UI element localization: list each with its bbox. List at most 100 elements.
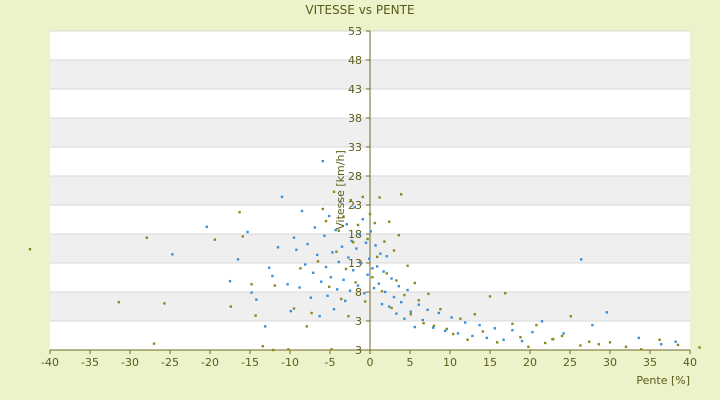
data-point [205, 225, 208, 229]
data-point [272, 348, 275, 352]
data-point [298, 286, 301, 289]
data-point [432, 326, 435, 329]
data-point [562, 332, 565, 335]
data-point [478, 323, 481, 327]
data-point [339, 200, 342, 204]
data-point [340, 245, 344, 248]
data-point [292, 236, 296, 239]
y-tick-label: 43 [348, 83, 362, 96]
data-point [152, 342, 156, 345]
data-point [403, 293, 406, 297]
data-point [313, 226, 316, 229]
data-point [456, 332, 460, 335]
data-point [336, 288, 339, 291]
data-point [145, 236, 148, 239]
data-point [358, 233, 361, 236]
data-point [385, 255, 388, 258]
y-tick-label: 28 [348, 170, 362, 183]
data-point [264, 325, 267, 328]
data-point [413, 281, 416, 285]
data-point [316, 260, 320, 263]
data-point [300, 209, 304, 213]
x-tick-label: -25 [161, 356, 179, 369]
x-tick-label: 5 [407, 356, 414, 369]
x-tick-label: 15 [483, 356, 497, 369]
data-point [286, 283, 289, 286]
data-point [485, 336, 488, 340]
data-point [527, 345, 530, 349]
data-point [250, 291, 253, 294]
data-point [380, 302, 384, 306]
y-tick-label: 33 [348, 141, 362, 154]
data-point [674, 340, 677, 343]
data-point [372, 286, 376, 290]
data-point [171, 253, 174, 256]
data-point [426, 308, 429, 312]
x-tick-label: -20 [201, 356, 219, 369]
data-point [361, 218, 364, 221]
data-point [397, 233, 400, 237]
data-point [368, 257, 371, 260]
data-point [287, 348, 290, 351]
data-point [292, 307, 296, 310]
data-point [371, 267, 374, 270]
data-point [637, 336, 640, 340]
data-point [464, 321, 467, 324]
data-point [493, 327, 496, 330]
data-point [658, 338, 661, 341]
y-tick-label: 3 [355, 344, 362, 357]
data-point [324, 265, 328, 269]
data-point [355, 247, 358, 250]
data-point [473, 313, 476, 316]
data-point [356, 284, 360, 287]
x-tick-label: -35 [81, 356, 99, 369]
data-point [488, 295, 492, 298]
data-point [295, 248, 298, 252]
x-tick-label: 20 [523, 356, 537, 369]
data-point [361, 195, 364, 199]
data-point [353, 205, 356, 209]
y-tick-label: 3 [355, 315, 362, 328]
data-point [280, 195, 284, 199]
data-point [332, 190, 336, 193]
y-axis-label: Vitesse [km/h] [334, 150, 347, 230]
data-point [345, 223, 348, 226]
data-point [304, 263, 307, 266]
data-point [354, 281, 357, 284]
data-point [552, 337, 555, 341]
data-point [597, 343, 600, 346]
data-point [445, 327, 448, 331]
data-point [342, 278, 345, 282]
x-tick-label: 35 [643, 356, 657, 369]
data-point [228, 279, 232, 283]
data-point [395, 312, 398, 315]
data-point [332, 307, 336, 311]
data-point [395, 279, 398, 282]
data-point [337, 260, 340, 264]
data-point [459, 317, 462, 320]
data-point [560, 334, 564, 338]
data-point [330, 348, 333, 351]
data-point [535, 323, 538, 327]
data-point [320, 280, 323, 283]
data-point [377, 282, 380, 285]
x-axis-label: Pente [%] [636, 374, 690, 387]
data-point [250, 283, 253, 286]
data-point [299, 267, 302, 270]
x-tick-label: -15 [241, 356, 259, 369]
data-point [569, 314, 572, 318]
data-point [306, 242, 309, 246]
data-point [340, 297, 343, 301]
data-point [392, 295, 396, 299]
data-point [439, 307, 442, 311]
data-point [163, 302, 166, 305]
data-point [328, 285, 331, 289]
data-point [369, 230, 372, 233]
data-point [496, 341, 499, 344]
data-point [382, 270, 385, 273]
data-point [388, 305, 391, 308]
data-point [544, 341, 547, 345]
data-point [273, 284, 276, 287]
data-point [324, 219, 328, 223]
data-point [390, 306, 393, 310]
